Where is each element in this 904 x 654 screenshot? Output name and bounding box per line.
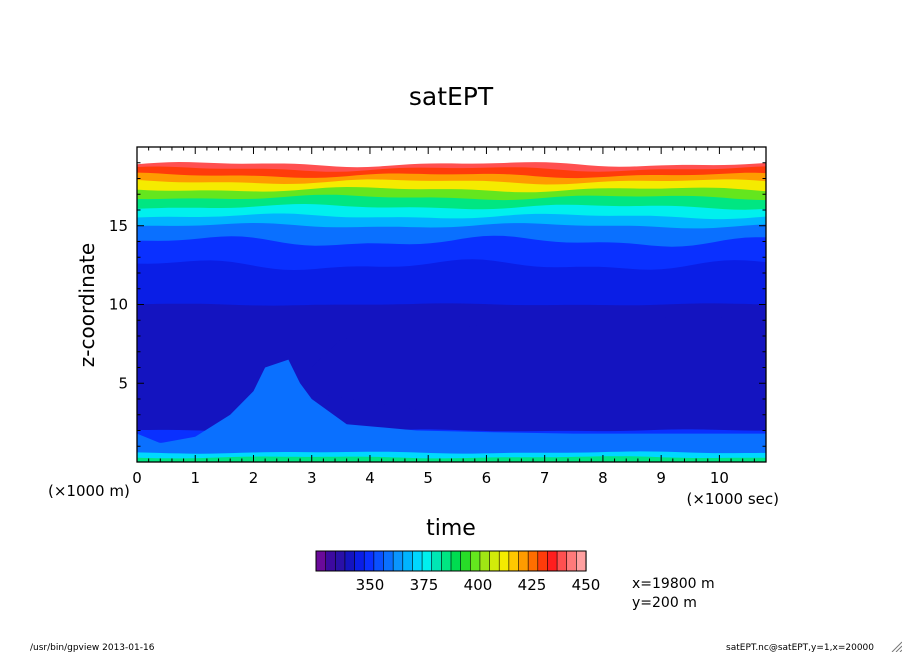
colorbar-swatch [354,550,365,572]
colorbar-swatch [537,550,549,572]
colorbar-swatch [412,550,423,572]
x-tick-label: 8 [598,469,608,487]
chart-title: satEPT [409,82,494,111]
colorbar-swatch [576,550,587,572]
x-tick-label: 0 [132,469,142,487]
colorbar-swatch [479,550,491,572]
x-tick-label: 1 [190,469,200,487]
colorbar-swatch [334,550,346,572]
y-tick-label: 10 [109,296,128,314]
annotation-y: y=200 m [632,595,697,611]
colorbar-swatch [460,550,471,572]
colorbar-swatch [373,550,385,572]
x-tick-label: 10 [710,469,729,487]
axis-ticks: 0 1 2 3 4 5 6 7 8 9 10 5 10 15 [109,147,767,487]
colorbar-swatch [498,550,510,572]
footer-left: /usr/bin/gpview 2013-01-16 [30,643,155,653]
footer-right: satEPT.nc@satEPT,y=1,x=20000 [726,643,874,653]
y-tick-label: 15 [109,217,128,235]
colorbar-swatch [450,550,462,572]
colorbar-swatch [392,550,404,572]
colorbar-ticks: 350 375 400 425 450 [356,576,601,594]
plot-area [137,147,766,462]
resize-grip-icon[interactable] [890,640,902,652]
colorbar [315,550,587,572]
x-tick-label: 9 [656,469,666,487]
contour-core [311,315,766,422]
colorbar-swatch [344,550,356,572]
y-tick-label: 5 [118,374,128,392]
colorbar-swatch [508,550,520,572]
x-axis-label: time [426,516,476,541]
x-tick-label: 7 [540,469,550,487]
colorbar-tick-label: 425 [518,576,547,594]
x-tick-label: 5 [423,469,433,487]
colorbar-swatch [421,550,433,572]
y-axis-label: z-coordinate [75,243,99,367]
colorbar-swatch [527,550,539,572]
colorbar-swatch [469,550,481,572]
colorbar-swatch [518,550,529,572]
colorbar-swatch [383,550,394,572]
x-tick-label: 6 [482,469,492,487]
colorbar-swatch [489,550,500,572]
colorbar-tick-label: 450 [572,576,601,594]
x-tick-label: 4 [365,469,375,487]
x-tick-label: 3 [307,469,317,487]
contour-features [137,315,766,447]
x-axis-units: (×1000 sec) [686,490,779,508]
annotation-x: x=19800 m [632,576,715,592]
colorbar-swatch [363,550,375,572]
colorbar-swatch [402,550,414,572]
colorbar-tick-label: 375 [410,576,439,594]
x-tick-label: 2 [249,469,259,487]
colorbar-swatch [556,550,568,572]
y-axis-units: (×1000 m) [48,482,130,500]
colorbar-swatch [325,550,336,572]
colorbar-swatch [315,550,327,572]
colorbar-tick-label: 400 [464,576,493,594]
colorbar-swatch [441,550,452,572]
contour-plume [137,359,766,447]
colorbar-swatch [566,550,577,572]
colorbar-frame [315,550,587,572]
colorbar-swatch [431,550,442,572]
colorbar-tick-label: 350 [356,576,385,594]
colorbar-swatch [547,550,558,572]
